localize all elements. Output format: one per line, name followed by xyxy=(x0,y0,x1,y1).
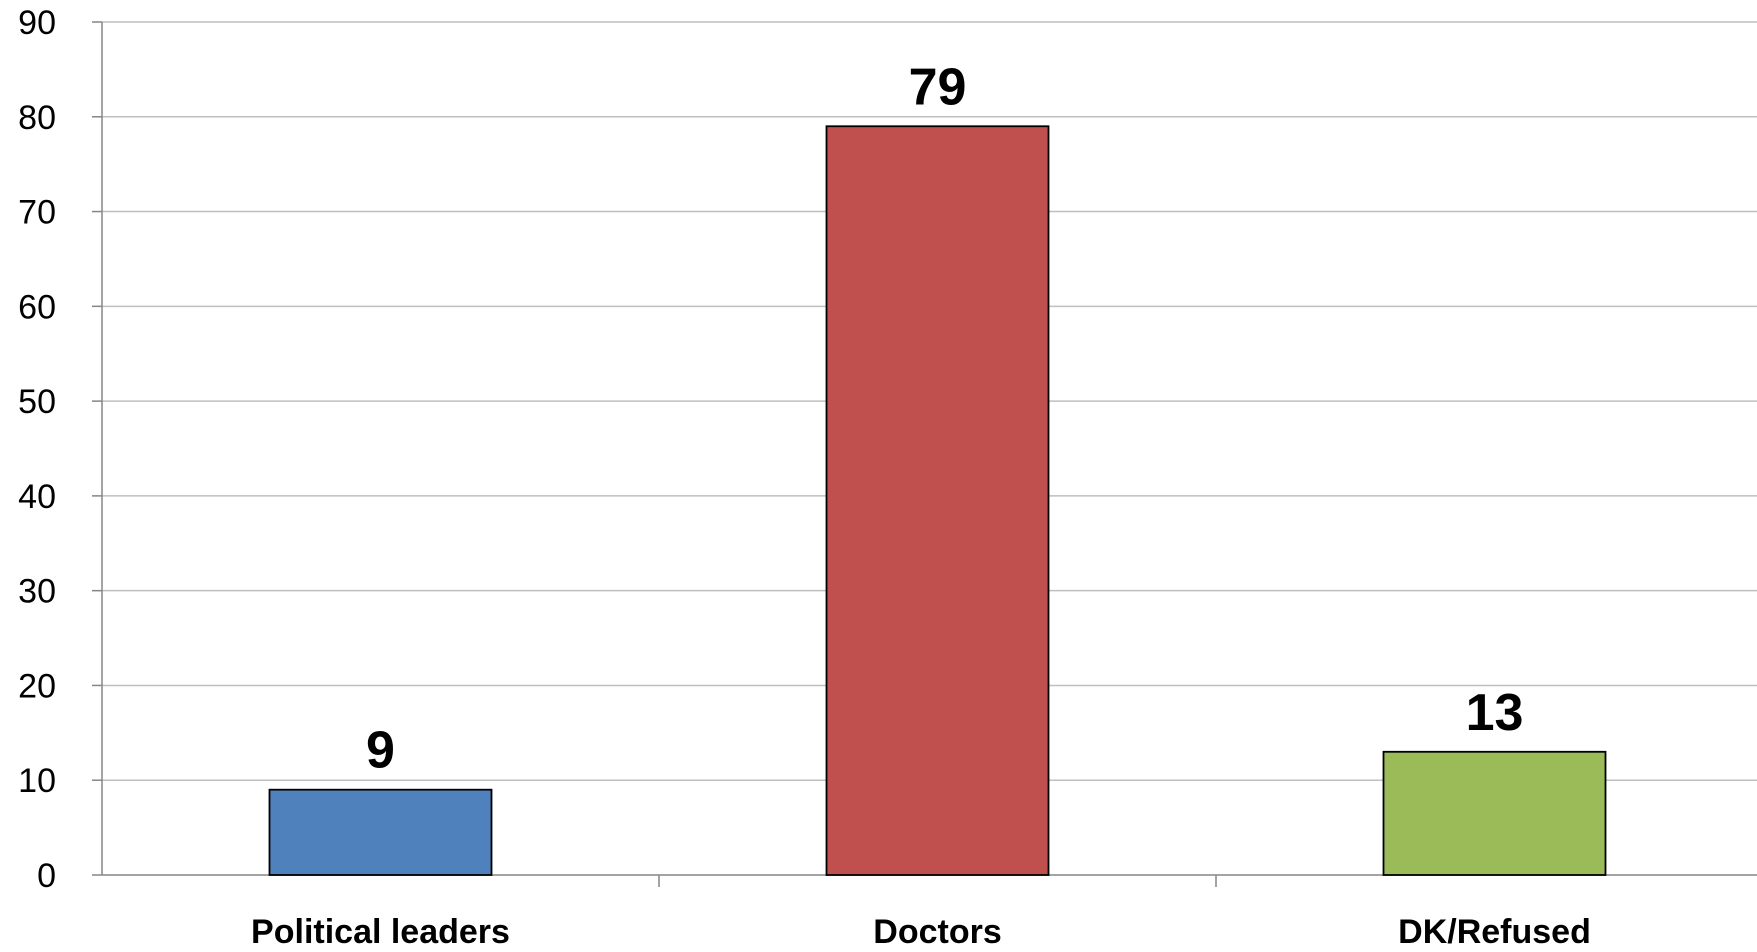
x-category-label: DK/Refused xyxy=(1398,913,1591,951)
y-tick-label: 20 xyxy=(18,667,56,705)
bars xyxy=(268,125,1607,876)
data-label: 13 xyxy=(1466,684,1524,742)
x-category-label: Doctors xyxy=(873,913,1001,951)
data-label: 9 xyxy=(366,722,395,780)
y-tick-label: 40 xyxy=(18,478,56,516)
x-axis-categories: Political leaders Doctors DK/Refused xyxy=(251,913,1591,951)
y-tick-label: 70 xyxy=(18,194,56,232)
y-tick-label: 90 xyxy=(18,4,56,42)
y-tick-label: 10 xyxy=(18,762,56,800)
y-tick-label: 0 xyxy=(37,857,56,895)
x-category-label: Political leaders xyxy=(251,913,510,951)
y-axis-ticks: 0 10 20 30 40 50 60 70 80 90 xyxy=(18,4,56,895)
data-labels: 9 79 13 xyxy=(366,58,1523,779)
y-tick-label: 30 xyxy=(18,573,56,611)
bar-political-leaders xyxy=(268,788,493,876)
bar-doctors xyxy=(825,125,1050,876)
y-tick-label: 50 xyxy=(18,383,56,421)
bar-dk-refused xyxy=(1382,750,1607,876)
y-tick-label: 80 xyxy=(18,99,56,137)
y-tick-label: 60 xyxy=(18,288,56,326)
data-label: 79 xyxy=(909,58,967,116)
